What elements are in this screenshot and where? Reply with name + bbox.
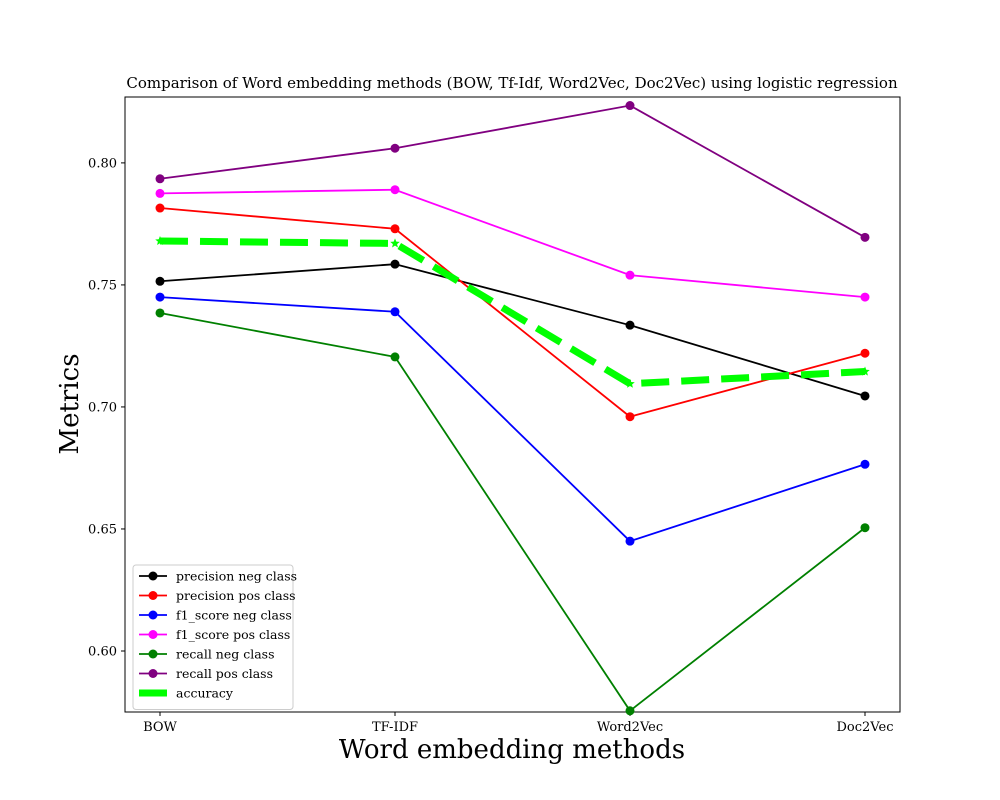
- legend-label: f1_score pos class: [176, 627, 290, 642]
- data-point: [625, 412, 635, 422]
- data-point: [390, 224, 400, 234]
- series-line-f1-score-pos-class: [159, 188, 866, 299]
- legend-label: accuracy: [176, 686, 234, 701]
- series-accuracy: [155, 235, 870, 388]
- series-f1-score-pos-class: [155, 185, 870, 302]
- data-point: [155, 188, 165, 198]
- y-tick-label: 0.60: [88, 644, 117, 659]
- legend-label: f1_score neg class: [176, 608, 292, 623]
- legend-marker: [148, 630, 158, 639]
- y-tick-label: 0.80: [88, 156, 117, 171]
- x-tick-label: BOW: [143, 720, 177, 735]
- series-line-precision-pos-class: [159, 207, 866, 418]
- legend-marker: [148, 610, 158, 620]
- data-point: [860, 523, 870, 533]
- data-point: [390, 238, 400, 248]
- data-point: [625, 706, 635, 716]
- series-f1-score-neg-class: [155, 292, 870, 546]
- data-point: [625, 270, 635, 280]
- series-line-precision-neg-class: [159, 263, 866, 397]
- legend-marker: [148, 649, 158, 659]
- series-precision-neg-class: [155, 259, 870, 401]
- y-axis-label: Metrics: [55, 353, 85, 454]
- legend-item: f1_score neg class: [139, 608, 292, 623]
- x-axis: BOW TF-IDF Word2Vec Doc2Vec: [143, 712, 893, 735]
- x-tick-label: TF-IDF: [372, 720, 418, 735]
- data-point: [155, 174, 165, 184]
- legend-label: precision neg class: [176, 569, 297, 584]
- series-layer: [155, 101, 870, 716]
- y-tick-label: 0.75: [88, 278, 117, 293]
- legend: precision neg class precision pos class f1…: [132, 564, 297, 710]
- legend-item: recall pos class: [139, 666, 273, 681]
- series-line-f1-score-neg-class: [159, 296, 866, 543]
- series-line-recall-neg-class: [159, 312, 866, 713]
- legend-item: recall neg class: [139, 647, 275, 662]
- data-point: [860, 459, 870, 469]
- y-tick-label: 0.70: [88, 400, 117, 415]
- data-point: [625, 320, 635, 330]
- legend-item: precision pos class: [139, 588, 296, 603]
- legend-label: recall neg class: [176, 647, 275, 662]
- data-point: [860, 348, 870, 358]
- data-point: [860, 366, 870, 376]
- data-point: [390, 307, 400, 317]
- data-point: [390, 143, 400, 153]
- series-line-recall-pos-class: [159, 104, 866, 239]
- data-point: [860, 232, 870, 242]
- data-point: [625, 378, 635, 388]
- legend-item: precision neg class: [139, 569, 297, 584]
- data-point: [155, 292, 165, 302]
- legend-item: accuracy: [139, 686, 234, 701]
- legend-item: f1_score pos class: [139, 627, 290, 642]
- legend-box: [132, 564, 294, 710]
- chart-title: Comparison of Word embedding methods (BO…: [126, 74, 898, 92]
- data-point: [860, 292, 870, 302]
- x-tick-label: Word2Vec: [597, 720, 663, 735]
- legend-label: precision pos class: [176, 588, 296, 603]
- y-tick-label: 0.65: [88, 522, 117, 537]
- series-precision-pos-class: [155, 203, 870, 422]
- series-line-accuracy: [159, 237, 866, 388]
- data-point: [155, 308, 165, 318]
- data-point: [625, 101, 635, 111]
- data-point: [155, 203, 165, 213]
- y-axis: 0.60 0.65 0.70 0.75 0.80: [88, 156, 125, 659]
- data-point: [625, 536, 635, 546]
- legend-marker: [148, 669, 158, 678]
- legend-marker: [148, 571, 158, 581]
- series-recall-neg-class: [155, 308, 870, 716]
- data-point: [390, 352, 400, 362]
- legend-marker: [148, 591, 158, 600]
- data-point: [390, 259, 400, 269]
- legend-label: recall pos class: [176, 666, 273, 681]
- series-recall-pos-class: [155, 101, 870, 242]
- data-point: [390, 185, 400, 195]
- x-axis-label: Word embedding methods: [339, 735, 685, 765]
- data-point: [860, 391, 870, 401]
- data-point: [155, 276, 165, 286]
- x-tick-label: Doc2Vec: [837, 720, 894, 735]
- data-point: [155, 235, 165, 246]
